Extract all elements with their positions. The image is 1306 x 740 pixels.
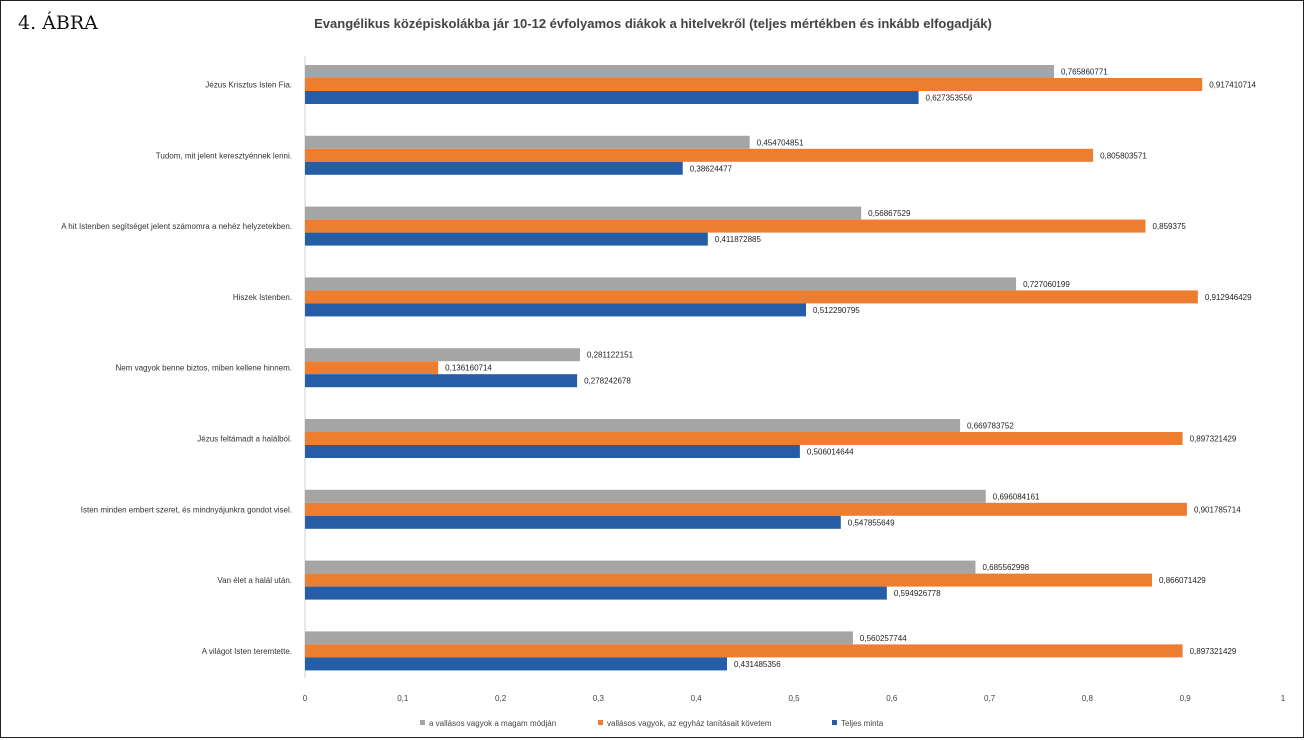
category-label: Isten minden embert szeret, és mindnyáju…: [81, 505, 292, 514]
bar: [305, 290, 1198, 304]
data-label: 0,727060199: [1023, 280, 1070, 289]
category-label: Hiszek Istenben.: [233, 293, 292, 302]
data-label: 0,547855649: [848, 518, 895, 527]
data-label: 0,917410714: [1209, 81, 1256, 90]
bar: [305, 631, 853, 645]
bar: [305, 361, 439, 375]
data-label: 0,411872885: [715, 235, 762, 244]
bar: [305, 148, 1094, 162]
x-tick-label: 0,8: [1082, 694, 1094, 703]
bar: [305, 515, 841, 529]
data-label: 0,454704851: [757, 138, 804, 147]
data-label: 0,912946429: [1205, 293, 1252, 302]
bar: [305, 65, 1055, 78]
category-label: A hit Istenben segítséget jelent számomr…: [61, 222, 292, 231]
bar: [305, 502, 1187, 516]
x-tick-label: 0,7: [984, 694, 996, 703]
bar: [305, 219, 1146, 233]
data-label: 0,669783752: [967, 422, 1014, 431]
x-tick-label: 0,3: [593, 694, 605, 703]
data-label: 0,897321429: [1190, 647, 1237, 656]
data-label: 0,805803571: [1100, 151, 1147, 160]
data-label: 0,901785714: [1194, 505, 1241, 514]
bar: [305, 586, 887, 600]
bar: [305, 277, 1017, 291]
data-label: 0,765860771: [1061, 68, 1108, 77]
x-tick-label: 0,6: [886, 694, 898, 703]
bar: [305, 303, 807, 317]
x-tick-label: 0: [303, 694, 308, 703]
data-label: 0,512290795: [813, 306, 860, 315]
bar: [305, 135, 750, 149]
data-label: 0,56867529: [868, 209, 911, 218]
bar: [305, 78, 1203, 91]
data-label: 0,38624477: [690, 164, 733, 173]
legend-swatch: [420, 720, 425, 725]
bar: [305, 348, 580, 362]
data-label: 0,866071429: [1159, 576, 1206, 585]
bar: [305, 644, 1183, 658]
data-label: 0,278242678: [584, 377, 631, 386]
legend-swatch: [598, 720, 603, 725]
x-tick-label: 1: [1281, 694, 1286, 703]
data-label: 0,897321429: [1190, 435, 1237, 444]
legend-label: vallásos vagyok, az egyház tanításait kö…: [607, 719, 772, 728]
data-label: 0,696084161: [993, 492, 1040, 501]
data-label: 0,685562998: [982, 563, 1029, 572]
category-label: Jézus feltámadt a halálból.: [197, 435, 292, 444]
data-label: 0,136160714: [445, 364, 492, 373]
x-tick-label: 0,9: [1180, 694, 1192, 703]
bar: [305, 489, 986, 503]
data-label: 0,431485356: [734, 660, 781, 669]
category-label: Tudom, mit jelent keresztyénnek lenni.: [156, 151, 292, 160]
category-label: Van élet a halál után.: [217, 576, 292, 585]
bar: [305, 657, 727, 671]
bar: [305, 232, 708, 246]
bar: [305, 91, 919, 104]
bar: [305, 206, 862, 220]
data-label: 0,506014644: [807, 448, 854, 457]
legend-label: Teljes minta: [841, 719, 884, 728]
data-label: 0,859375: [1152, 222, 1186, 231]
data-label: 0,281122151: [587, 351, 634, 360]
x-tick-label: 0,2: [495, 694, 507, 703]
data-label: 0,594926778: [894, 589, 941, 598]
x-tick-label: 0,5: [788, 694, 800, 703]
figure-label: 4. ÁBRA: [18, 12, 98, 34]
chart-title: Evangélikus középiskolákba jár 10-12 évf…: [314, 16, 992, 31]
bar: [305, 573, 1153, 587]
bar: [305, 374, 578, 388]
bar: [305, 445, 800, 458]
bar: [305, 161, 683, 175]
legend-swatch: [832, 720, 837, 725]
x-tick-label: 0,1: [397, 694, 409, 703]
data-label: 0,627353556: [926, 94, 973, 103]
bar: [305, 560, 976, 574]
category-label: Jézus Krisztus Isten Fia.: [205, 81, 292, 90]
data-label: 0,560257744: [860, 634, 907, 643]
legend-label: a vallásos vagyok a magam módján: [429, 719, 556, 728]
bar: [305, 419, 961, 432]
category-label: A világot Isten teremtette.: [202, 647, 292, 656]
bar: [305, 432, 1183, 445]
x-tick-label: 0,4: [691, 694, 703, 703]
category-label: Nem vagyok benne biztos, miben kellene h…: [115, 364, 292, 373]
